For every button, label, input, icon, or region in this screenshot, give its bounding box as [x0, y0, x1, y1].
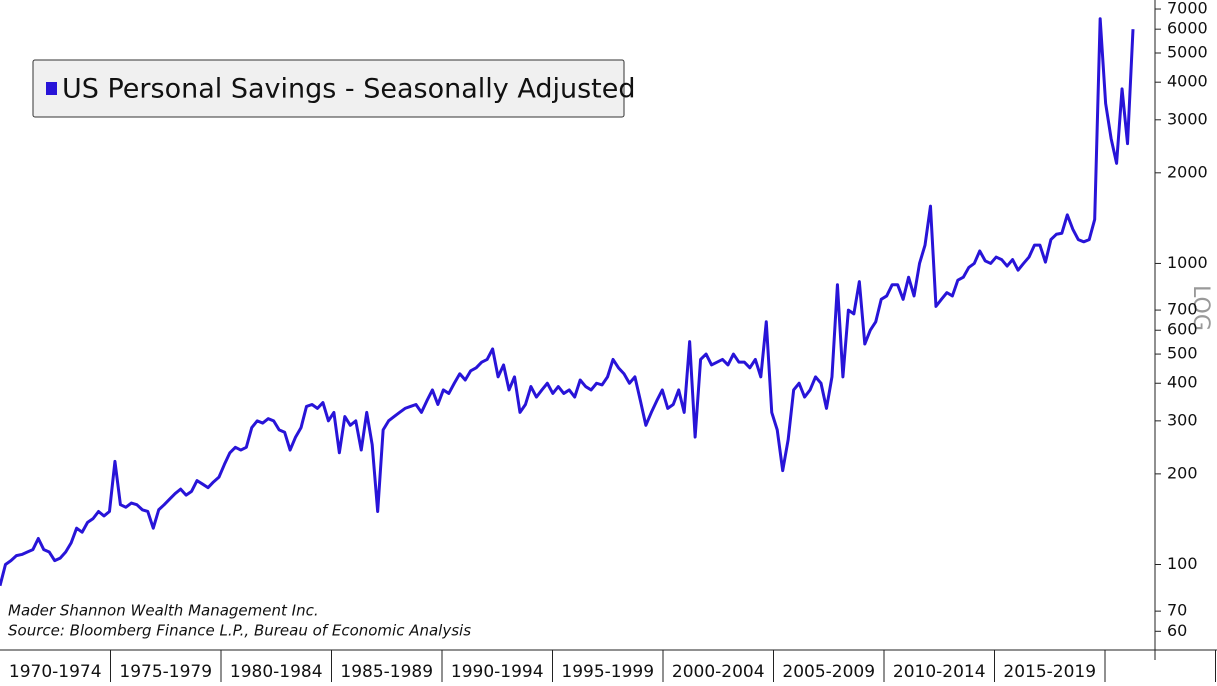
y-tick-label: 60 [1167, 621, 1187, 640]
x-band-label: 1980-1984 [230, 662, 323, 682]
x-band-label: 1995-1999 [561, 662, 654, 682]
x-band-label: 2010-2014 [893, 662, 986, 682]
y-tick-label: 2000 [1167, 162, 1208, 181]
legend-box [32, 59, 625, 118]
note: Mader Shannon Wealth Management Inc. [8, 602, 319, 620]
legend-swatch [46, 82, 57, 95]
series-line [0, 17, 1135, 587]
y-tick-label: 600 [1167, 320, 1198, 339]
x-band-label: 2000-2004 [672, 662, 765, 682]
x-band-label: 1990-1994 [451, 662, 544, 682]
y-tick-label: 1000 [1167, 253, 1208, 272]
note: Source: Bloomberg Finance L.P., Bureau o… [8, 622, 471, 640]
y-tick-label: 100 [1167, 554, 1198, 573]
legend-label: US Personal Savings - Seasonally Adjuste… [62, 74, 636, 105]
x-band-label: 1985-1989 [340, 662, 433, 682]
y-tick-label: 4000 [1167, 72, 1208, 91]
y-tick-label: 300 [1167, 410, 1198, 429]
x-band-label: 2005-2009 [782, 662, 875, 682]
y-tick-label: 400 [1167, 373, 1198, 392]
x-band-label: 1970-1974 [9, 662, 102, 682]
y-tick-label: 700 [1167, 300, 1198, 319]
y-tick-label: 5000 [1167, 43, 1208, 62]
y-tick-label: 7000 [1167, 0, 1208, 18]
y-tick-label: 70 [1167, 601, 1187, 620]
scale-label: LOG [1188, 285, 1213, 331]
y-tick-label: 500 [1167, 344, 1198, 363]
y-tick-label: 200 [1167, 463, 1198, 482]
y-tick-label: 3000 [1167, 109, 1208, 128]
y-tick-label: 6000 [1167, 19, 1208, 38]
x-band-label: 1975-1979 [119, 662, 212, 682]
x-band-label: 2015-2019 [1003, 662, 1096, 682]
